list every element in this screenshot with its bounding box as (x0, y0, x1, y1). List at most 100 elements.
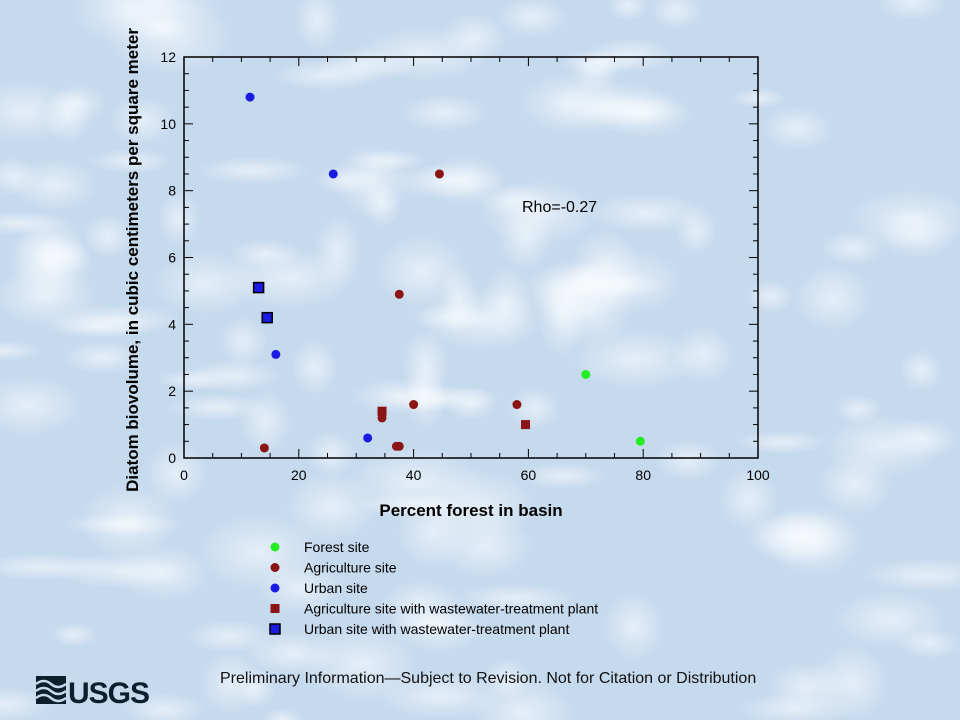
texture-blotch (41, 314, 157, 339)
texture-blotch (411, 302, 490, 332)
texture-blotch (256, 562, 343, 614)
texture-blotch (198, 651, 263, 715)
texture-blotch (899, 348, 943, 393)
texture-blotch (671, 325, 735, 384)
legend-label: Forest site (304, 539, 370, 555)
usgs-logo: USGS (36, 676, 150, 708)
texture-blotch (294, 0, 341, 52)
texture-blotch (387, 163, 506, 199)
texture-blotch (290, 339, 339, 396)
usgs-logo-text: USGS (68, 677, 149, 708)
y-tick-label: 0 (168, 450, 176, 466)
texture-blotch (0, 375, 84, 437)
data-point (409, 400, 419, 410)
texture-blotch (50, 622, 99, 647)
texture-blotch (730, 88, 788, 109)
x-tick-label: 60 (521, 467, 537, 483)
texture-blotch (88, 148, 174, 174)
data-point (259, 443, 269, 453)
data-point (363, 433, 373, 443)
texture-blotch (759, 105, 835, 151)
texture-blotch (389, 609, 474, 635)
texture-blotch (607, 0, 650, 22)
y-tick-label: 4 (168, 316, 176, 332)
texture-blotch (478, 180, 600, 246)
texture-blotch (0, 211, 70, 235)
legend: Forest site Agriculture site Urban site Agr… (269, 539, 598, 637)
texture-blotch (283, 472, 380, 542)
legend-label: Agriculture site with wastewater-treatme… (304, 601, 598, 617)
texture-blotch (157, 190, 201, 247)
legend-marker (270, 563, 280, 572)
texture-blotch (9, 158, 100, 211)
data-point (394, 441, 404, 451)
data-point (245, 92, 255, 102)
texture-blotch (353, 492, 471, 518)
texture-blotch (114, 545, 212, 601)
texture-blotch (747, 510, 857, 566)
legend-label: Urban site (304, 580, 368, 596)
texture-blotch (482, 658, 532, 700)
texture-blotch (262, 708, 304, 720)
data-point (635, 436, 645, 446)
texture-blotch (602, 591, 666, 661)
legend-marker (269, 623, 281, 635)
texture-blotch (306, 430, 356, 478)
texture-blotch (305, 626, 421, 702)
x-tick-label: 100 (746, 467, 770, 483)
data-point (394, 289, 404, 299)
legend-marker (270, 583, 280, 593)
texture-blotch (0, 340, 43, 361)
axis-tick-labels: 0 20 40 60 80 100 0 2 4 6 8 10 12 (160, 49, 769, 483)
texture-blotch (83, 213, 134, 259)
data-point (377, 406, 387, 416)
x-tick-label: 40 (406, 467, 422, 483)
y-axis-label: Diatom biovolume, in cubic centimeters p… (123, 28, 142, 492)
data-point (521, 420, 531, 430)
texture-blotch (718, 467, 780, 531)
y-tick-label: 6 (168, 250, 176, 266)
legend-marker (270, 542, 280, 552)
texture-blotch (654, 439, 722, 482)
texture-blotch (453, 583, 578, 613)
texture-blotch (400, 93, 489, 132)
x-tick-label: 0 (180, 467, 188, 483)
texture-blotch (793, 264, 872, 332)
texture-blotch (518, 463, 608, 489)
texture-blotch (79, 482, 179, 561)
texture-blotch (496, 0, 569, 38)
x-tick-label: 80 (635, 467, 651, 483)
y-tick-label: 12 (160, 49, 176, 65)
texture-blotch (847, 188, 960, 249)
data-point (512, 400, 522, 410)
texture-blotch (0, 553, 111, 581)
texture-blotch (587, 192, 707, 234)
texture-blotch (876, 0, 948, 21)
texture-blotch (766, 661, 847, 712)
legend-marker (270, 604, 280, 613)
texture-blotch (121, 692, 206, 720)
x-axis-label: Percent forest in basin (379, 501, 562, 520)
texture-blotch (886, 418, 960, 459)
texture-blotch (546, 272, 671, 299)
texture-blotch (435, 513, 534, 580)
texture-blotch (42, 88, 93, 144)
data-point (271, 349, 281, 359)
plot-area (183, 56, 759, 459)
texture-blotch (649, 0, 703, 31)
usgs-wave-icon (36, 676, 67, 704)
y-tick-label: 8 (168, 183, 176, 199)
axis-ticks (183, 56, 759, 459)
texture-blotch (108, 95, 177, 146)
texture-blotch (541, 79, 673, 132)
texture-blotch (196, 156, 311, 185)
texture-blotch (167, 393, 269, 421)
texture-blotch (860, 558, 960, 592)
texture-blotch (224, 247, 355, 309)
texture-blotch (184, 359, 282, 393)
disclaimer-text: Preliminary Information—Subject to Revis… (220, 670, 757, 687)
legend-label: Agriculture site (304, 560, 397, 576)
texture-blotch (817, 451, 893, 516)
